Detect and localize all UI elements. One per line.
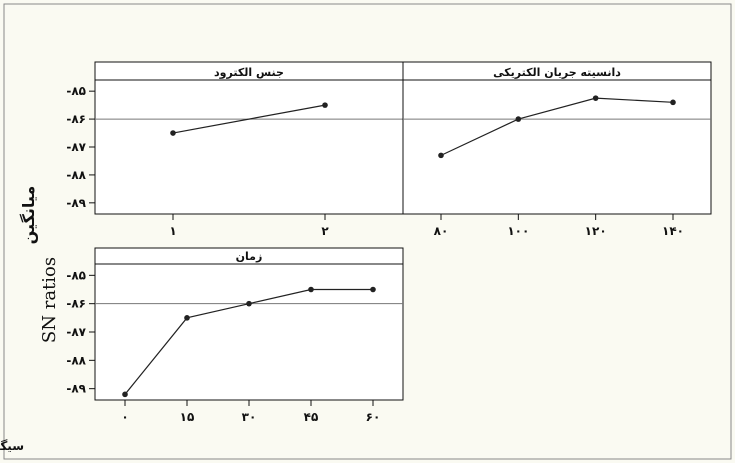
x-tick-label: ۱۲۰ [585,224,607,238]
y-tick-label: -۸۹ [66,382,86,396]
panel-title: دانسیته جریان الکتریکی [493,66,621,79]
data-point [670,99,676,106]
panel-title: جنس الکترود [214,66,284,79]
data-point [246,300,252,307]
x-tick-label: ۸۰ [434,224,449,238]
x-tick-label: ۱ [169,224,176,238]
series-line [440,97,674,156]
y-tick-label: -۸۵ [66,268,86,282]
panel-3: زمان -۸۵ -۸۶ -۸۷ -۸۸ -۸۹ ۰ ۱۵ ۳۰ ۴۵ ۶۰ [66,247,404,424]
panel-2: دانسیته جریان الکتریکی ۸۰ ۱۰۰ ۱۲۰ ۱۴۰ [402,61,712,238]
panel-frame [94,247,404,401]
data-point [592,95,599,101]
data-point [308,286,314,293]
panel-frame [402,61,712,215]
x-tick-label: ۳۰ [242,410,257,424]
data-point [170,130,176,136]
y-tick-label: -۸۸ [66,353,86,367]
y-tick-label: -۸۷ [66,325,86,339]
footer-label: سیگنال /نویز : کوچکتر ، بهترین [0,439,24,454]
x-tick-label: ۱۵ [180,410,195,424]
data-point [184,315,190,321]
panel-frame [94,61,404,215]
y-axis-label-persian: میانگین [19,186,38,245]
y-axis-label-english: SN ratios [39,257,60,343]
x-tick-label: ۰ [121,410,128,424]
x-tick-label: ۲ [321,224,329,238]
panels-group: جنس الکترود -۸۵ -۸۶ -۸۷ -۸۸ -۸۹ ۱ ۲ دانسیته جریا… [66,61,712,424]
x-tick-label: ۴۵ [304,410,319,424]
data-point [438,152,444,159]
y-tick-label: -۸۶ [66,112,86,126]
chart-border [3,3,732,460]
x-tick-label: ۶۰ [366,410,381,424]
y-tick-label: -۸۶ [66,297,86,311]
panel-title: زمان [236,250,263,263]
x-tick-label: ۱۴۰ [662,224,684,238]
data-point [370,286,376,293]
y-tick-label: -۸۹ [66,196,86,210]
data-point [322,102,328,108]
panel-1: جنس الکترود -۸۵ -۸۶ -۸۷ -۸۸ -۸۹ ۱ ۲ [66,61,404,238]
data-point [515,116,522,122]
x-tick-label: ۱۰۰ [507,224,529,238]
series-line [172,104,326,134]
data-point [122,391,128,398]
y-tick-label: -۸۸ [66,168,86,182]
y-tick-label: -۸۵ [66,84,86,98]
y-tick-label: -۸۷ [66,140,86,154]
